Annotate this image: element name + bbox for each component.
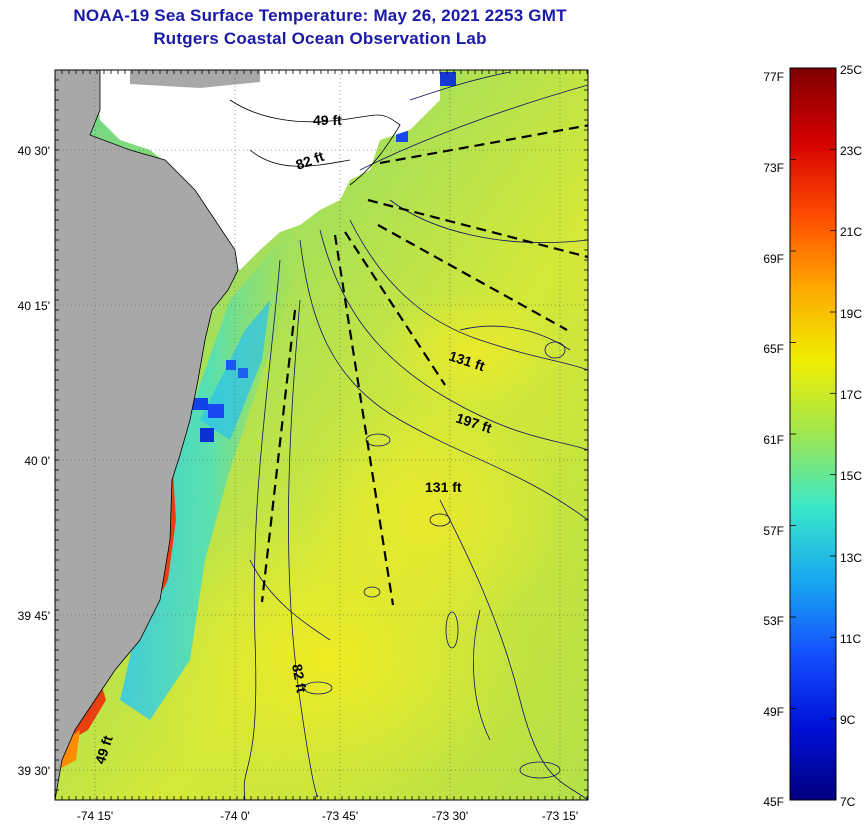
- colorbar-label-f: 49F: [763, 705, 784, 719]
- colorbar-label-f: 57F: [763, 524, 784, 538]
- depth-label: 131 ft: [425, 479, 462, 495]
- contour-49ft: [229, 99, 401, 186]
- map-subtitle: Rutgers Coastal Ocean Observation Lab: [153, 29, 487, 48]
- depth-label: 82 ft: [289, 663, 310, 694]
- axis-ticks: [54, 69, 588, 801]
- colorbar-label-f: 65F: [763, 342, 784, 356]
- map-frame: [54, 69, 589, 801]
- cold-pixel-cluster: [440, 72, 456, 86]
- contour-82ft: [249, 149, 351, 167]
- lon-tick-label: -74 15': [77, 809, 113, 823]
- graticule: [55, 70, 588, 800]
- colorbar-label-f: 77F: [763, 70, 784, 84]
- bathymetry-contours: [243, 71, 588, 800]
- colorbar-label-c: 11C: [840, 632, 861, 646]
- map-area: [55, 70, 588, 800]
- colorbar-label-c: 17C: [840, 388, 862, 402]
- lat-tick-label: 39 45': [18, 609, 50, 623]
- lon-tick-label: -73 30': [432, 809, 468, 823]
- colorbar-label-c: 19C: [840, 307, 862, 321]
- colorbar-label-c: 15C: [840, 469, 862, 483]
- lat-tick-label: 40 0': [24, 454, 50, 468]
- cold-pixel-cluster: [208, 404, 224, 418]
- colorbar-label-c: 23C: [840, 144, 862, 158]
- shipping-lanes: [260, 124, 588, 606]
- colorbar-label-c: 21C: [840, 225, 862, 239]
- lon-tick-label: -73 15': [542, 809, 578, 823]
- colorbar-label-c: 9C: [840, 713, 856, 727]
- lon-tick-label: -74 0': [220, 809, 250, 823]
- colorbar: [789, 67, 837, 801]
- warm-water-area-north: [380, 290, 560, 410]
- colorbar-ticks: [790, 67, 836, 801]
- colorbar-label-c: 25C: [840, 63, 862, 77]
- colorbar-label-f: 53F: [763, 614, 784, 628]
- land-long-island: [130, 70, 260, 88]
- cold-pixel-cluster: [238, 368, 248, 378]
- warm-nearshore-water: [58, 730, 80, 770]
- cold-pixel-cluster: [192, 398, 208, 410]
- depth-label: 49 ft: [313, 112, 342, 128]
- lon-tick-label: -73 45': [322, 809, 358, 823]
- lat-tick-label: 39 30': [18, 764, 50, 778]
- colorbar-label-f: 61F: [763, 433, 784, 447]
- colorbar-label-f: 69F: [763, 252, 784, 266]
- coastline: [55, 70, 239, 800]
- colorbar-label-f: 73F: [763, 161, 784, 175]
- cold-pixel-cluster: [226, 360, 236, 370]
- cold-pixel-cluster: [200, 428, 214, 442]
- map-title: NOAA-19 Sea Surface Temperature: May 26,…: [73, 6, 567, 25]
- lat-tick-label: 40 15': [18, 299, 50, 313]
- cloud-no-data-mask: [95, 70, 440, 270]
- colorbar-label-c: 7C: [840, 795, 856, 809]
- colorbar-label-f: 45F: [763, 795, 784, 809]
- colorbar-label-c: 13C: [840, 551, 862, 565]
- land-new-jersey: [55, 70, 238, 800]
- lat-tick-label: 40 30': [18, 144, 50, 158]
